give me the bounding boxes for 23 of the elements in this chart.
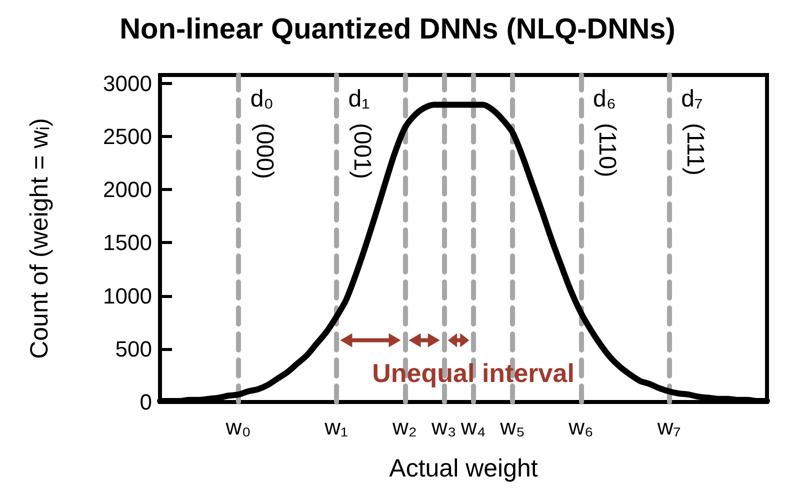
x-tick-label: w₃ <box>430 414 456 440</box>
x-tick-label: w₅ <box>499 414 525 440</box>
x-tick-label: w₄ <box>460 414 486 440</box>
y-axis-title: Count of (weight = wᵢ) <box>26 118 54 359</box>
x-tick-label: w₇ <box>656 414 681 440</box>
ref-line-label: d₆ (110) <box>592 86 620 178</box>
y-tick-label: 0 <box>140 390 152 414</box>
y-tick-label: 1000 <box>103 283 152 308</box>
y-tick-label: 1500 <box>103 230 152 256</box>
ref-line-label: d₀ (000) <box>250 86 278 180</box>
y-tick-label: 500 <box>115 336 152 362</box>
annotation: Unequal interval <box>372 358 574 388</box>
x-axis-title: Actual weight <box>389 454 538 482</box>
x-tick-label: w₆ <box>568 414 594 440</box>
ref-line-label: d₇ (111) <box>681 86 709 176</box>
x-tick-label: w₀ <box>224 414 251 440</box>
y-tick-label: 2500 <box>103 124 152 150</box>
ref-line-label: d₁ (001) <box>348 86 376 180</box>
x-tick-label: w₁ <box>324 414 348 440</box>
chart-title: Non-linear Quantized DNNs (NLQ-DNNs) <box>120 14 676 46</box>
x-tick-label: w₂ <box>392 414 417 440</box>
y-tick-label: 2000 <box>103 177 152 202</box>
y-tick-label: 3000 <box>103 70 152 96</box>
